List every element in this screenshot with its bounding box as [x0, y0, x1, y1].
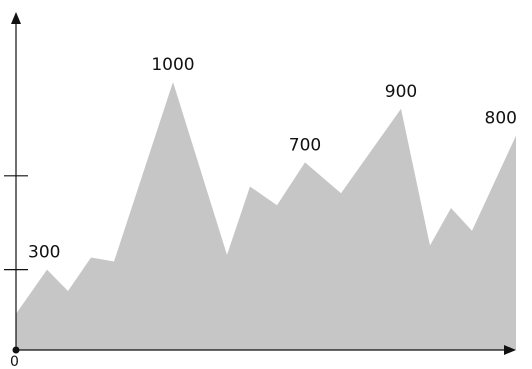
data-label: 800 [485, 109, 517, 129]
origin-label: 0 [10, 354, 19, 369]
area-series [16, 82, 516, 350]
data-label: 300 [28, 243, 60, 263]
data-label: 900 [385, 82, 417, 102]
axis-layer [4, 12, 516, 355]
data-label: 700 [289, 135, 321, 155]
data-label: 1000 [151, 55, 194, 75]
origin-dot [12, 346, 20, 354]
area-layer [15, 81, 517, 350]
x-axis-arrow [504, 345, 516, 355]
label-layer: 300 1000 700 900 800 0 [10, 55, 517, 369]
y-axis-arrow [11, 12, 21, 24]
